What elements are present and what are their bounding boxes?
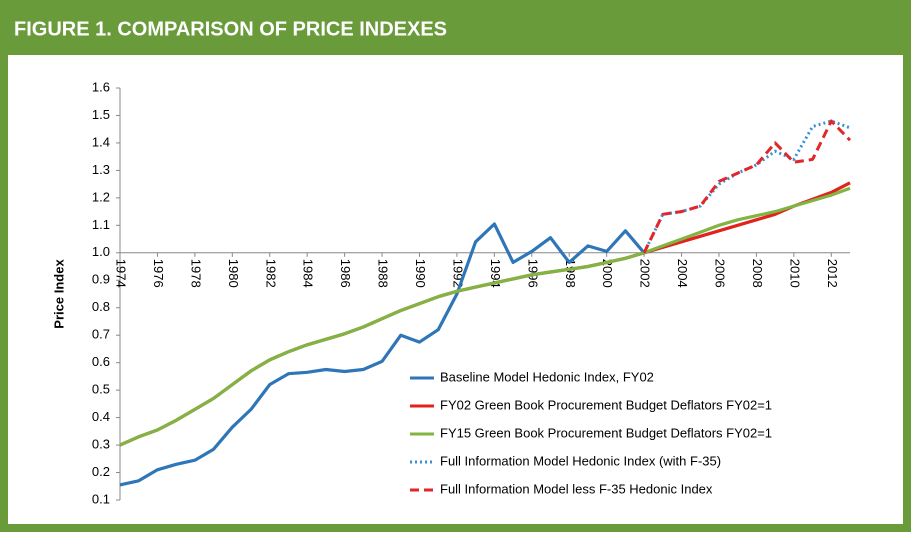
y-tick-label: 1.3 xyxy=(92,162,110,177)
x-tick-label: 1976 xyxy=(151,259,166,288)
x-tick-label: 1986 xyxy=(338,259,353,288)
x-tick-label: 2004 xyxy=(675,259,690,288)
plot-panel xyxy=(8,55,903,524)
x-tick-label: 2002 xyxy=(638,259,653,288)
y-tick-label: 1.4 xyxy=(92,134,110,149)
legend-label: FY02 Green Book Procurement Budget Defla… xyxy=(440,397,772,412)
x-tick-label: 1980 xyxy=(226,259,241,288)
y-tick-label: 1.0 xyxy=(92,244,110,259)
series-line xyxy=(119,186,851,447)
y-tick-label: 0.6 xyxy=(92,354,110,369)
legend-label: Full Information Model less F-35 Hedonic… xyxy=(440,481,713,496)
y-tick-label: 1.1 xyxy=(92,217,110,232)
x-tick-label: 2012 xyxy=(825,259,840,288)
x-tick-label: 2000 xyxy=(600,259,615,288)
y-tick-label: 0.2 xyxy=(92,464,110,479)
x-tick-label: 1982 xyxy=(263,259,278,288)
x-tick-label: 1990 xyxy=(413,259,428,288)
x-tick-label: 1984 xyxy=(301,259,316,288)
y-axis-label: Price Index xyxy=(51,259,66,329)
y-tick-label: 0.3 xyxy=(92,437,110,452)
y-tick-label: 0.1 xyxy=(92,491,110,506)
y-tick-label: 0.7 xyxy=(92,327,110,342)
legend-label: FY15 Green Book Procurement Budget Defla… xyxy=(440,425,772,440)
y-tick-label: 0.4 xyxy=(92,409,110,424)
series-line xyxy=(642,119,852,254)
x-tick-label: 1978 xyxy=(188,259,203,288)
y-tick-label: 0.9 xyxy=(92,272,110,287)
y-tick-label: 1.6 xyxy=(92,79,110,94)
x-tick-label: 2010 xyxy=(787,259,802,288)
x-tick-label: 1988 xyxy=(376,259,391,288)
legend-label: Full Information Model Hedonic Index (wi… xyxy=(440,453,721,468)
y-tick-label: 0.8 xyxy=(92,299,110,314)
y-tick-label: 0.5 xyxy=(92,382,110,397)
x-tick-label: 1974 xyxy=(114,259,129,288)
y-tick-label: 1.5 xyxy=(92,107,110,122)
x-tick-label: 2008 xyxy=(750,259,765,288)
y-tick-label: 1.2 xyxy=(92,189,110,204)
legend-label: Baseline Model Hedonic Index, FY02 xyxy=(440,369,654,384)
series-line xyxy=(119,222,646,487)
figure-title: FIGURE 1. COMPARISON OF PRICE INDEXES xyxy=(14,18,447,40)
x-tick-label: 1998 xyxy=(563,259,578,288)
x-tick-label: 2006 xyxy=(713,259,728,288)
